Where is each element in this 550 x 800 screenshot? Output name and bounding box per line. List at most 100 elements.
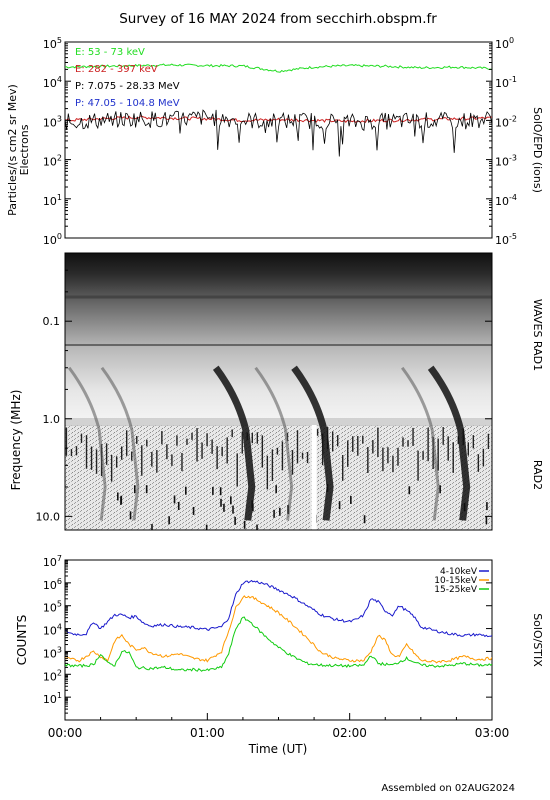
- stix-x-tick-label: 00:00: [48, 726, 83, 740]
- epd-left-tick-label-exponent: 2: [57, 154, 62, 163]
- epd-right-tick-label-base: 10: [495, 38, 509, 51]
- epd-left-tick-label-base: 10: [43, 156, 57, 169]
- epd-right-tick-label-base: 10: [495, 234, 509, 247]
- epd-left-tick-label-exponent: 1: [57, 193, 62, 202]
- stix-series-line: [65, 616, 492, 672]
- epd-ylabel-electrons: Electrons: [18, 124, 31, 175]
- stix-tick-label-exponent: 2: [57, 668, 62, 677]
- stix-xlabel: Time (UT): [248, 742, 308, 756]
- stix-right-label: SolO/STIX: [531, 613, 544, 667]
- epd-right-tick-label: 10-1: [495, 75, 517, 90]
- type-iii-radio-burst: [212, 365, 256, 521]
- stix-x-tick-label: 01:00: [190, 726, 225, 740]
- epd-right-tick-label-base: 10: [495, 156, 509, 169]
- epd-right-tick-label-exponent: -2: [509, 114, 517, 123]
- waves-ylabel: Frequency (MHz): [9, 390, 23, 491]
- epd-right-tick-label: 100: [495, 36, 514, 51]
- waves-tick-label: 10.0: [36, 510, 61, 523]
- epd-left-tick-label: 104: [43, 75, 62, 90]
- stix-legend-label-15-25: 15-25keV: [434, 585, 478, 595]
- stix-tick-label: 104: [43, 623, 62, 638]
- stix-tick-label: 105: [43, 600, 62, 615]
- epd-left-tick-label-exponent: 4: [57, 75, 62, 84]
- epd-right-tick-label: 10-4: [495, 193, 517, 208]
- epd-left-tick-label: 105: [43, 36, 62, 51]
- epd-series-line: [65, 115, 492, 124]
- epd-plot-frame: [64, 41, 493, 239]
- stix-tick-label-base: 10: [43, 625, 57, 638]
- stix-tick-label-base: 10: [43, 670, 57, 683]
- epd-left-tick-label-base: 10: [43, 77, 57, 90]
- epd-right-tick-label-exponent: -4: [509, 193, 517, 202]
- epd-right-tick-label-base: 10: [495, 195, 509, 208]
- epd-left-tick-label: 101: [43, 193, 62, 208]
- stix-tick-label: 102: [43, 668, 62, 683]
- stix-x-tick-label: 03:00: [475, 726, 510, 740]
- epd-left-tick-label-base: 10: [43, 195, 57, 208]
- stix-legend-label-10-15: 10-15keV: [434, 576, 478, 586]
- waves-panel: 0.1 1.0 10.0 Frequency (MHz) WAVES RAD1 RA…: [9, 252, 544, 531]
- footer-assembled: Assembled on 02AUG2024: [381, 783, 515, 794]
- stix-tick-label: 107: [43, 554, 62, 569]
- epd-left-tick-label: 102: [43, 154, 62, 169]
- type-iii-radio-burst: [100, 366, 140, 521]
- stix-tick-label-base: 10: [43, 556, 57, 569]
- waves-rad1-label: WAVES RAD1: [531, 299, 544, 371]
- type-iii-radio-burst: [291, 365, 334, 521]
- legend-entry-e-low: E: 53 - 73 keV: [75, 47, 145, 58]
- epd-right-tick-label-exponent: -5: [509, 232, 517, 241]
- epd-right-tick-label-base: 10: [495, 77, 509, 90]
- stix-tick-label: 101: [43, 691, 62, 706]
- epd-right-tick-label-exponent: -1: [509, 75, 517, 84]
- stix-legend: 4-10keV 10-15keV 15-25keV: [434, 567, 489, 595]
- epd-right-tick-label: 10-5: [495, 232, 517, 247]
- stix-tick-label-exponent: 7: [57, 554, 62, 563]
- type-iii-radio-burst: [67, 366, 107, 521]
- stix-plot-frame: [64, 559, 493, 721]
- epd-left-tick-label-exponent: 0: [57, 232, 62, 241]
- stix-tick-label-exponent: 4: [57, 623, 62, 632]
- stix-tick-label-exponent: 1: [57, 691, 62, 700]
- stix-series-line: [65, 579, 492, 638]
- type-iii-radio-burst: [401, 366, 440, 521]
- legend-entry-p-low: P: 7.075 - 28.33 MeV: [75, 81, 180, 92]
- epd-left-tick-label-base: 10: [43, 38, 57, 51]
- epd-left-tick-label: 103: [43, 114, 62, 129]
- waves-tick-label: 0.1: [43, 315, 61, 328]
- stix-tick-label-base: 10: [43, 579, 57, 592]
- stix-tick-label: 106: [43, 577, 62, 592]
- stix-tick-label-base: 10: [43, 647, 57, 660]
- type-iii-radio-burst: [254, 366, 294, 521]
- epd-left-tick-label: 100: [43, 232, 62, 247]
- legend-entry-e-high: E: 282 - 397 keV: [75, 64, 158, 75]
- epd-right-tick-label: 10-3: [495, 154, 517, 169]
- epd-series-line: [65, 109, 492, 157]
- epd-right-label: SolO/EPD (ions): [531, 107, 544, 193]
- stix-tick-label-exponent: 6: [57, 577, 62, 586]
- epd-right-tick-label: 10-2: [495, 114, 517, 129]
- waves-plot-frame: [64, 252, 493, 531]
- epd-right-tick-label-exponent: -3: [509, 154, 517, 163]
- stix-tick-label-base: 10: [43, 693, 57, 706]
- stix-legend-label-4-10: 4-10keV: [440, 567, 478, 577]
- waves-tick-label: 1.0: [43, 413, 61, 426]
- epd-left-tick-label-base: 10: [43, 116, 57, 129]
- epd-right-tick-label-base: 10: [495, 116, 509, 129]
- type-iii-radio-burst: [427, 365, 471, 521]
- stix-tick-label-exponent: 3: [57, 645, 62, 654]
- epd-legend: E: 53 - 73 keV E: 282 - 397 keV P: 7.075…: [75, 47, 180, 109]
- rad2-data-gap: [311, 425, 317, 530]
- stix-tick-label: 103: [43, 645, 62, 660]
- stix-ylabel: COUNTS: [15, 615, 29, 666]
- stix-series-line: [65, 595, 492, 664]
- rad1-rad2-boundary: [65, 418, 492, 426]
- epd-ylabel-particles: Particles/(s cm2 sr Mev): [6, 84, 19, 216]
- stix-tick-label-base: 10: [43, 602, 57, 615]
- epd-left-tick-label-base: 10: [43, 234, 57, 247]
- epd-series-line: [65, 63, 492, 73]
- legend-entry-p-high: P: 47.05 - 104.8 MeV: [75, 98, 180, 109]
- epd-left-tick-label-exponent: 3: [57, 114, 62, 123]
